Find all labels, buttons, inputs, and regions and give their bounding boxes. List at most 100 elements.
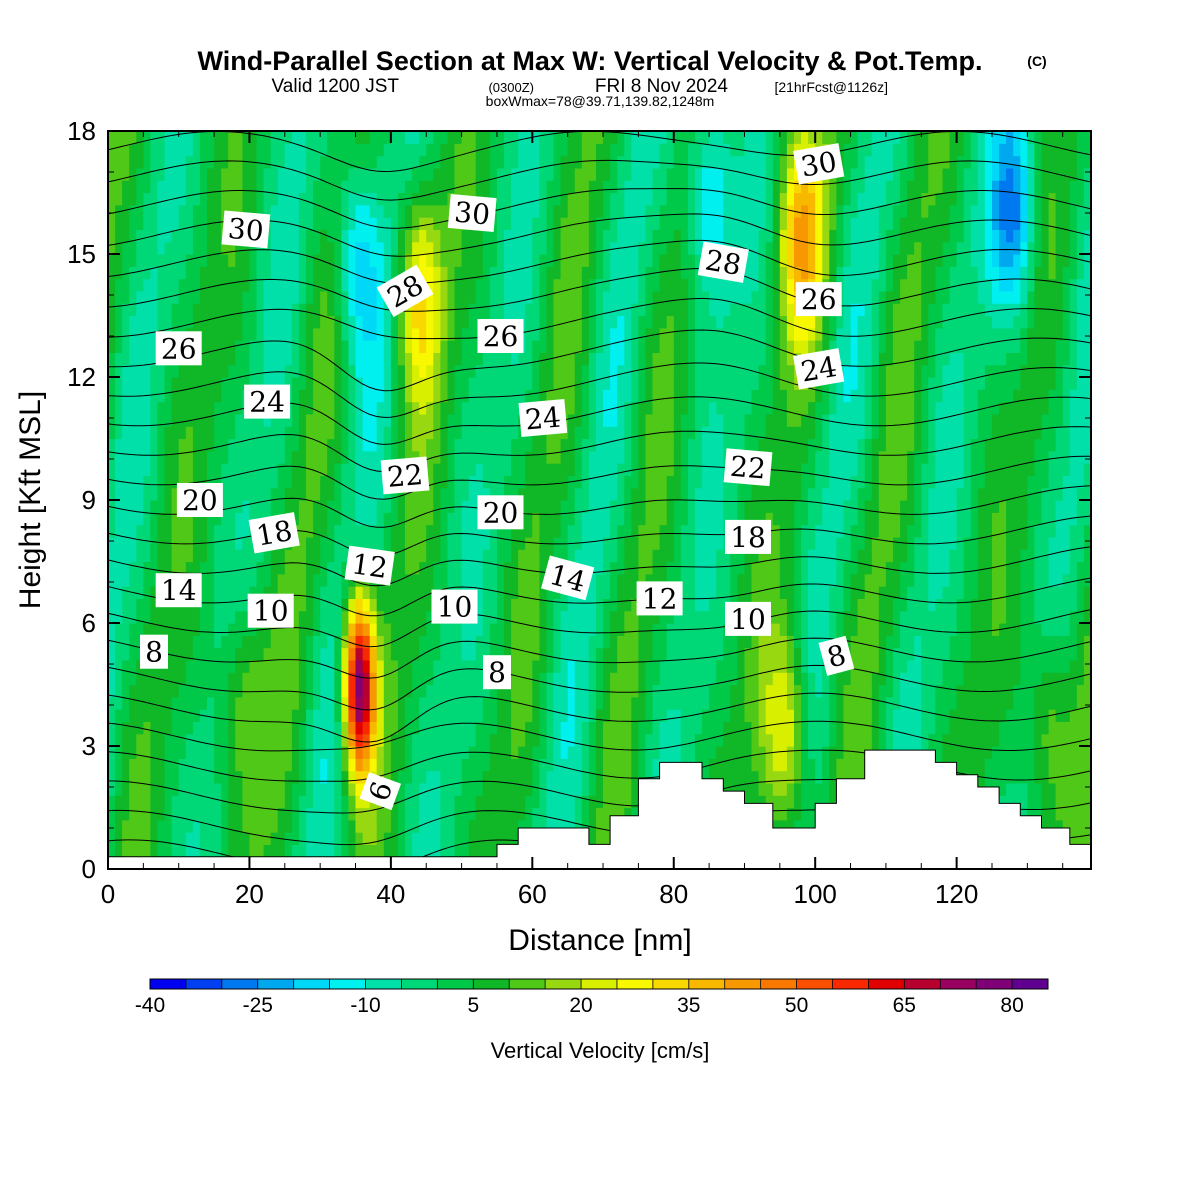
w-cell — [108, 672, 116, 686]
w-cell — [539, 315, 548, 329]
w-cell — [610, 241, 618, 255]
w-cell — [617, 217, 625, 230]
w-cell — [504, 241, 512, 255]
w-cell — [560, 192, 569, 206]
w-cell — [468, 487, 477, 501]
w-cell — [638, 266, 647, 280]
w-cell — [525, 315, 533, 329]
w-cell — [171, 389, 180, 403]
w-cell — [475, 229, 484, 243]
w-cell — [482, 573, 491, 587]
w-cell — [461, 143, 470, 157]
w-cell — [440, 746, 449, 759]
w-cell — [334, 512, 342, 526]
w-cell — [412, 217, 420, 230]
w-cell — [171, 844, 180, 858]
w-cell — [680, 475, 689, 489]
w-cell — [539, 746, 548, 759]
w-cell — [221, 770, 229, 784]
w-cell — [362, 241, 371, 255]
w-cell — [518, 610, 526, 624]
w-cell — [334, 438, 342, 452]
w-cell — [341, 401, 350, 415]
w-cell — [610, 131, 618, 144]
w-cell — [334, 672, 342, 686]
w-cell — [433, 758, 441, 772]
w-cell — [567, 192, 576, 206]
w-cell — [390, 610, 399, 624]
w-cell — [397, 770, 406, 784]
w-cell — [341, 204, 350, 218]
w-cell — [256, 143, 265, 157]
w-cell — [426, 143, 434, 157]
w-cell — [199, 807, 208, 821]
w-cell — [185, 819, 194, 833]
w-cell — [426, 524, 434, 538]
w-cell — [581, 204, 590, 218]
w-cell — [652, 180, 661, 194]
w-cell — [369, 352, 378, 366]
w-cell — [419, 598, 427, 612]
w-cell — [624, 782, 632, 796]
w-cell — [291, 561, 300, 575]
w-cell — [574, 807, 583, 821]
w-cell — [567, 204, 576, 218]
w-cell — [581, 807, 590, 821]
w-cell — [164, 684, 173, 698]
w-cell — [638, 696, 647, 710]
w-cell — [390, 450, 399, 464]
w-cell — [178, 647, 187, 661]
w-cell — [603, 733, 611, 747]
w-cell — [185, 167, 194, 181]
w-cell — [454, 573, 463, 587]
w-cell — [603, 426, 611, 440]
w-cell — [489, 278, 498, 292]
w-cell — [327, 278, 335, 292]
w-cell — [242, 807, 251, 821]
w-cell — [199, 401, 208, 415]
w-cell — [242, 573, 251, 587]
w-cell — [546, 192, 555, 206]
w-cell — [497, 684, 505, 698]
w-cell — [341, 364, 350, 378]
w-cell — [454, 377, 463, 390]
w-cell — [581, 131, 590, 144]
w-cell — [214, 254, 222, 267]
w-cell — [129, 204, 137, 218]
w-cell — [447, 352, 456, 366]
w-cell — [617, 696, 625, 710]
w-cell — [497, 647, 505, 661]
w-cell — [122, 167, 130, 181]
w-cell — [214, 844, 222, 858]
w-cell — [511, 229, 519, 243]
w-cell — [376, 315, 385, 329]
w-cell — [214, 143, 222, 157]
w-cell — [433, 143, 441, 157]
w-cell — [298, 746, 307, 759]
w-cell — [433, 672, 441, 686]
w-cell — [631, 758, 639, 772]
w-cell — [397, 500, 406, 513]
w-cell — [164, 266, 173, 280]
w-cell — [588, 598, 597, 612]
w-cell — [525, 340, 533, 353]
w-cell — [596, 266, 604, 280]
w-cell — [666, 438, 675, 452]
w-cell — [298, 647, 307, 661]
w-cell — [291, 573, 300, 587]
w-cell — [150, 217, 159, 230]
w-cell — [129, 413, 137, 427]
w-cell — [277, 364, 286, 378]
w-cell — [405, 647, 413, 661]
w-cell — [596, 241, 604, 255]
w-cell — [567, 770, 576, 784]
w-cell — [588, 303, 597, 317]
w-cell — [489, 413, 498, 427]
w-cell — [298, 586, 307, 599]
w-cell — [546, 549, 555, 563]
w-cell — [603, 819, 611, 833]
w-cell — [136, 377, 144, 390]
w-cell — [164, 450, 173, 464]
w-cell — [277, 254, 286, 267]
w-cell — [362, 696, 371, 710]
